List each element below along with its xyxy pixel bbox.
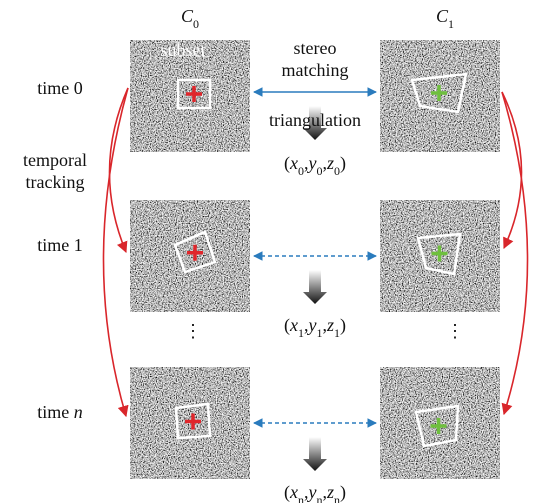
coordinate-label: (xn,yn,zn): [284, 482, 346, 503]
ellipsis: ⋮: [446, 321, 464, 341]
text-part: time: [37, 402, 69, 422]
camera-label: C1: [436, 6, 454, 31]
ellipsis: ⋮: [184, 321, 202, 341]
text-part: z: [326, 153, 334, 173]
text-part: z: [326, 482, 334, 502]
time-label: time n: [37, 402, 83, 422]
text-part: time: [37, 78, 69, 98]
subset-label: subset: [161, 40, 206, 60]
stereo-label: stereo: [294, 38, 337, 58]
time-label: time 1: [37, 235, 83, 255]
text-part: y: [306, 153, 316, 173]
triangulation-label: triangulation: [269, 110, 361, 130]
text-part: x: [289, 315, 298, 335]
triangulation-arrow: [303, 270, 327, 304]
tracking-arrow: [109, 88, 128, 252]
text-part: x: [289, 482, 298, 502]
time-label: time 0: [37, 78, 83, 98]
text-part: 1: [74, 235, 83, 255]
text-part: x: [289, 153, 298, 173]
tracking-arrow: [502, 92, 528, 414]
text-part: n: [74, 402, 83, 422]
camera-label: C0: [181, 6, 199, 31]
text-part: time: [37, 235, 69, 255]
stereo-label: matching: [282, 60, 349, 80]
text-part: y: [306, 482, 316, 502]
text-part: 0: [74, 78, 83, 98]
text-part: ): [340, 153, 346, 174]
diagram: C0 C1 time 0 (x0,y0,z0) time 1 (x1,y1,z1) time…: [0, 0, 534, 503]
text-part: z: [326, 315, 334, 335]
text-part: ): [340, 315, 346, 336]
text-part: 1: [448, 17, 454, 31]
coordinate-label: (x1,y1,z1): [284, 315, 346, 340]
speckle-image: [130, 200, 250, 312]
triangulation-arrow: [303, 437, 327, 471]
tracking-arrow: [103, 88, 128, 416]
tracking-arrow: [502, 92, 522, 248]
text-part: 0: [193, 17, 199, 31]
tracking-label: tracking: [26, 172, 85, 192]
text-part: ): [340, 482, 346, 503]
text-part: y: [306, 315, 316, 335]
coordinate-label: (x0,y0,z0): [284, 153, 346, 178]
tracking-label: temporal: [23, 150, 87, 170]
